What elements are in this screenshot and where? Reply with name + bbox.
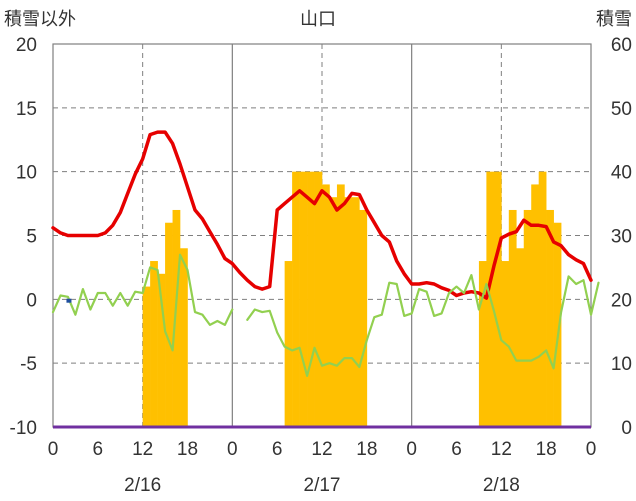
hour-tick-label: 6 [451,439,462,460]
snow-depth-bar [292,171,300,427]
right-axis-label: 積雪 [596,9,632,30]
date-label: 2/16 [124,475,161,496]
right-tick-label: 10 [611,354,632,375]
right-tick-label: 40 [611,163,632,184]
hour-tick-label: 0 [406,439,417,460]
snow-depth-bar [336,184,345,427]
snow-depth-bar [508,209,517,427]
snow-depth-bar [344,197,353,427]
snow-depth-bar [351,197,360,427]
line-series [51,130,600,429]
right-tick-label: 30 [611,227,632,248]
hour-tick-label: 18 [356,439,377,460]
snow-depth-bar [329,197,338,427]
left-tick-label: 20 [16,35,37,56]
date-label: 2/17 [304,475,341,496]
hour-tick-label: 0 [48,439,59,460]
snow-depth-bar [157,273,166,427]
snow-depth-bar [172,209,181,427]
hour-tick-label: 12 [311,439,332,460]
snow-depth-bar [359,209,368,427]
precip-marker [66,298,72,303]
left-tick-label: -10 [10,418,37,439]
right-tick-label: 20 [611,290,632,311]
snow-depth-bar [553,222,562,427]
hour-tick-label: 12 [491,439,512,460]
right-tick-label: 0 [621,418,632,439]
hour-tick-label: 18 [177,439,198,460]
hour-tick-label: 18 [536,439,557,460]
left-tick-label: 0 [26,290,37,311]
snow-depth-bar [516,248,525,427]
hour-tick-label: 6 [272,439,283,460]
temperature-line [51,130,593,300]
snow-depth-bar [546,209,554,427]
hour-tick-label: 0 [586,439,597,460]
snow-depth-bar [538,171,547,427]
snow-depth-bar [523,209,532,427]
snow-depth-bar [478,261,487,427]
snow-depth-bar [165,222,173,427]
snow-depth-bar [531,184,539,427]
right-tick-label: 50 [611,99,632,120]
snow-depth-bar [180,248,188,427]
chart-title: 山口 [300,9,336,30]
snow-depth-bars [142,171,562,427]
right-tick-label: 60 [611,35,632,56]
snow-depth-bar [299,171,308,427]
snow-depth-bar [150,261,158,427]
left-axis-label: 積雪以外 [4,9,76,30]
snow-depth-bar [284,261,293,427]
hour-tick-label: 0 [227,439,238,460]
snow-depth-bar [493,171,502,427]
left-tick-label: 15 [16,99,37,120]
snow-depth-bar [314,171,323,427]
snow-depth-bar [142,286,151,427]
hour-tick-label: 12 [132,439,153,460]
date-label: 2/18 [483,475,520,496]
hour-tick-label: 6 [93,439,104,460]
snow-depth-bar [322,184,330,427]
left-tick-label: -5 [20,354,37,375]
left-tick-label: 10 [16,163,37,184]
snow-depth-bar [307,171,315,427]
left-tick-label: 5 [26,227,37,248]
green-line [51,253,600,377]
